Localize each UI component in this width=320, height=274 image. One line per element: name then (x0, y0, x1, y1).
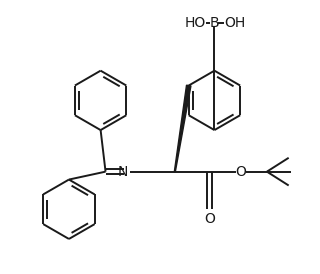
Polygon shape (174, 85, 191, 172)
Text: O: O (204, 212, 215, 226)
Text: B: B (210, 16, 219, 30)
Text: N: N (118, 165, 128, 179)
Text: HO: HO (184, 16, 205, 30)
Text: OH: OH (224, 16, 245, 30)
Text: O: O (236, 165, 247, 179)
